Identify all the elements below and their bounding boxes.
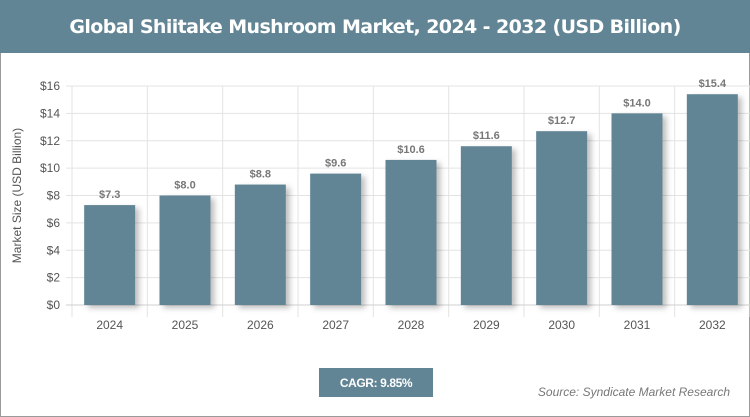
- x-tick-label: 2032: [699, 318, 726, 332]
- y-tick-label: $6: [47, 216, 61, 230]
- x-tick-label: 2027: [322, 318, 349, 332]
- data-label: $8.8: [250, 169, 271, 181]
- chart-title: Global Shiitake Mushroom Market, 2024 - …: [0, 0, 750, 53]
- data-label: $10.6: [397, 144, 425, 156]
- y-tick-label: $0: [47, 298, 61, 312]
- cagr-badge: CAGR: 9.85%: [319, 368, 433, 397]
- y-tick-label: $4: [47, 243, 61, 257]
- data-label: $9.6: [325, 158, 346, 170]
- bar-2025: [159, 195, 211, 305]
- data-label: $12.7: [548, 115, 576, 127]
- x-tick-label: 2031: [624, 318, 651, 332]
- y-tick-label: $8: [47, 189, 61, 203]
- bar-2032: [686, 94, 738, 306]
- bar-2027: [310, 173, 362, 305]
- data-label: $14.0: [623, 97, 651, 109]
- data-label: $7.3: [99, 189, 120, 201]
- bar-2030: [536, 131, 588, 305]
- x-tick-label: 2030: [548, 318, 575, 332]
- y-tick-label: $10: [40, 161, 60, 175]
- data-label: $11.6: [473, 130, 500, 142]
- y-axis-title: Market Size (USD Billion): [10, 128, 24, 263]
- x-tick-label: 2025: [172, 318, 199, 332]
- x-tick-label: 2028: [398, 318, 425, 332]
- source-note: Source: Syndicate Market Research: [537, 385, 730, 399]
- bar-2024: [84, 205, 136, 305]
- x-tick-label: 2029: [473, 318, 500, 332]
- bar-2026: [234, 184, 286, 305]
- data-label: $8.0: [174, 180, 195, 192]
- y-tick-label: $12: [40, 134, 60, 148]
- y-tick-label: $14: [40, 106, 60, 120]
- y-tick-label: $2: [47, 271, 61, 285]
- bar-2028: [385, 159, 437, 305]
- data-label: $15.4: [699, 78, 727, 90]
- bar-2029: [460, 146, 512, 305]
- x-tick-label: 2024: [96, 318, 123, 332]
- x-tick-label: 2026: [247, 318, 274, 332]
- y-tick-label: $16: [40, 79, 60, 93]
- bar-2031: [611, 113, 663, 305]
